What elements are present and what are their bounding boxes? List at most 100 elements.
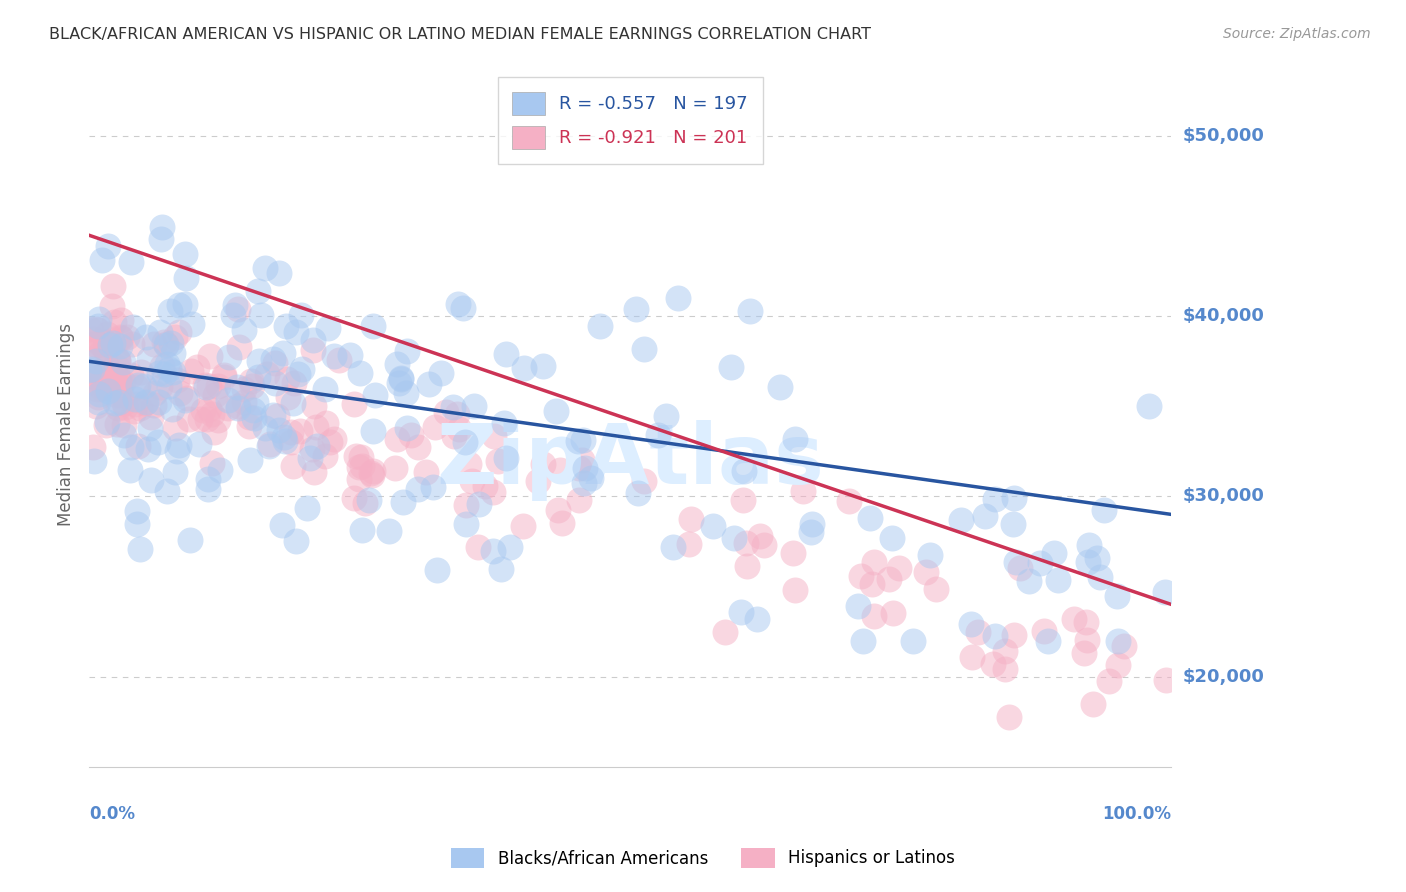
Point	[112, 395, 135, 409]
Point	[735, 558, 758, 573]
Point	[396, 421, 419, 435]
Point	[114, 401, 136, 415]
Point	[998, 710, 1021, 724]
Point	[198, 350, 221, 364]
Point	[122, 403, 145, 417]
Point	[318, 321, 340, 335]
Point	[239, 452, 262, 467]
Point	[277, 390, 299, 404]
Point	[165, 466, 187, 480]
Point	[276, 372, 298, 386]
Point	[1073, 646, 1095, 660]
Point	[291, 361, 314, 376]
Point	[165, 421, 187, 435]
Point	[747, 612, 769, 626]
Point	[319, 434, 342, 449]
Point	[135, 394, 157, 409]
Point	[212, 368, 235, 382]
Point	[243, 411, 266, 425]
Point	[77, 376, 100, 390]
Point	[128, 401, 150, 415]
Point	[141, 409, 163, 424]
Point	[89, 387, 111, 401]
Point	[720, 359, 742, 374]
Point	[266, 409, 288, 423]
Point	[1085, 550, 1108, 565]
Point	[108, 379, 131, 393]
Point	[349, 450, 371, 465]
Point	[157, 379, 180, 393]
Point	[467, 497, 489, 511]
Point	[162, 365, 184, 379]
Point	[89, 337, 111, 351]
Point	[434, 404, 457, 418]
Point	[285, 534, 308, 549]
Point	[127, 377, 149, 392]
Point	[735, 535, 758, 549]
Point	[314, 449, 336, 463]
Point	[127, 439, 149, 453]
Legend: R = -0.557   N = 197, R = -0.921   N = 201: R = -0.557 N = 197, R = -0.921 N = 201	[498, 78, 762, 163]
Point	[280, 435, 302, 450]
Point	[105, 417, 128, 431]
Point	[97, 239, 120, 253]
Point	[862, 556, 884, 570]
Point	[915, 565, 938, 579]
Point	[346, 449, 368, 463]
Point	[108, 374, 131, 388]
Point	[588, 318, 610, 333]
Point	[655, 409, 678, 423]
Point	[83, 454, 105, 468]
Text: 0.0%: 0.0%	[89, 805, 135, 823]
Point	[239, 375, 262, 389]
Point	[738, 304, 761, 318]
Point	[981, 657, 1004, 672]
Point	[531, 457, 554, 471]
Point	[207, 379, 229, 393]
Point	[97, 384, 120, 398]
Point	[79, 367, 101, 381]
Point	[456, 498, 478, 512]
Point	[120, 255, 142, 269]
Point	[101, 299, 124, 313]
Point	[150, 359, 173, 373]
Point	[96, 326, 118, 341]
Point	[179, 412, 201, 426]
Point	[662, 540, 685, 554]
Point	[859, 511, 882, 525]
Point	[460, 474, 482, 488]
Point	[269, 423, 291, 437]
Point	[232, 395, 254, 409]
Point	[1153, 585, 1175, 599]
Point	[1029, 556, 1052, 570]
Point	[395, 344, 418, 359]
Point	[852, 633, 875, 648]
Point	[966, 625, 988, 640]
Point	[93, 380, 115, 394]
Point	[159, 304, 181, 318]
Point	[492, 416, 515, 430]
Point	[800, 524, 823, 539]
Point	[117, 330, 139, 344]
Point	[1081, 698, 1104, 712]
Point	[160, 402, 183, 417]
Point	[1002, 516, 1025, 531]
Point	[174, 297, 197, 311]
Point	[401, 428, 423, 442]
Point	[443, 429, 465, 443]
Point	[194, 379, 217, 393]
Point	[1112, 639, 1135, 653]
Point	[1076, 633, 1098, 648]
Point	[1090, 570, 1112, 584]
Point	[385, 357, 408, 371]
Point	[169, 386, 191, 401]
Point	[851, 569, 873, 583]
Point	[353, 496, 375, 510]
Point	[224, 298, 246, 312]
Point	[262, 408, 284, 422]
Point	[94, 343, 117, 357]
Point	[82, 440, 104, 454]
Point	[90, 252, 112, 267]
Point	[108, 329, 131, 343]
Point	[983, 492, 1005, 507]
